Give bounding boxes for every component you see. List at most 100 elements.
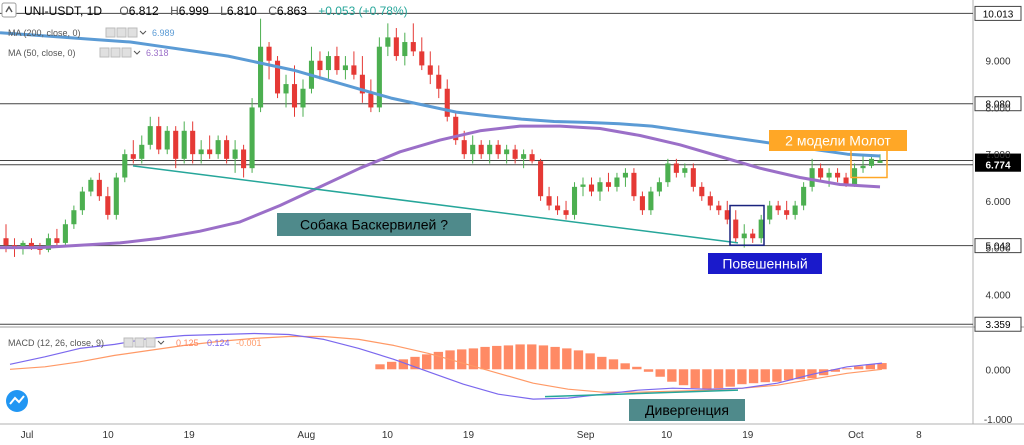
- time-axis: Jul 10 19 Aug 10 19 Sep 10 19 Oct 8: [21, 430, 923, 441]
- level-price-tag: [974, 96, 1022, 112]
- ma50-label[interactable]: MA (50, close, 0): [8, 48, 76, 58]
- macd-legend: MACD (12, 26, close, 9) 0.125 0.124 -0.0…: [8, 337, 262, 348]
- candle-body: [207, 149, 213, 155]
- candle-body: [20, 242, 26, 248]
- macd-histogram-bar: [737, 369, 747, 385]
- macd-histogram-bar: [842, 368, 852, 370]
- ma50-controls[interactable]: [99, 47, 141, 58]
- macd-histogram-bar: [387, 361, 397, 370]
- candle-body: [538, 161, 544, 197]
- time-tick-label: 19: [184, 430, 196, 441]
- macd-histogram-bar: [783, 369, 794, 381]
- support-trend-line: [132, 165, 739, 244]
- tradingview-logo-icon[interactable]: [6, 390, 28, 412]
- macd-histogram-bar: [515, 344, 525, 370]
- candle-body: [266, 46, 272, 61]
- price-tick-label: 4.000: [985, 290, 1010, 301]
- high-value: 6.999: [179, 4, 209, 18]
- macd-histogram-bar: [538, 345, 549, 370]
- candle-body: [784, 210, 790, 215]
- macd-histogram-bar: [620, 363, 630, 370]
- candle-body: [631, 172, 637, 197]
- candle-body: [639, 196, 645, 211]
- price-tick-label: 8.000: [985, 103, 1010, 114]
- chevron-down-icon[interactable]: [139, 30, 147, 35]
- candle-body: [300, 88, 306, 108]
- candle-body: [843, 177, 849, 185]
- baskerville-label-bg: [277, 213, 471, 236]
- time-tick-label: 8: [916, 430, 922, 441]
- candle-body: [546, 196, 552, 206]
- baskerville-label: Собака Баскервилей ?: [300, 217, 448, 233]
- hammer-label-bg: [769, 130, 907, 151]
- candle-body: [224, 140, 230, 159]
- chevron-down-icon[interactable]: [133, 50, 141, 55]
- settings-icon[interactable]: [110, 47, 121, 58]
- candle-body: [801, 186, 807, 206]
- close-icon[interactable]: [121, 47, 132, 58]
- macd-histogram-bar: [398, 359, 409, 370]
- candle-body: [88, 179, 94, 192]
- candle-body: [716, 205, 722, 211]
- close-icon[interactable]: [145, 337, 156, 348]
- macd-histogram-bar: [690, 369, 700, 389]
- macd-histogram-bar: [702, 369, 712, 390]
- macd-histogram-bar: [713, 369, 724, 389]
- annotations: Собака Баскервилей ? Повешенный 2 модели М…: [132, 130, 907, 274]
- eye-icon[interactable]: [123, 337, 134, 348]
- candle-body: [190, 130, 196, 155]
- level-price-tag: [974, 5, 1022, 21]
- macd-histogram-bar: [725, 369, 735, 387]
- candle-body: [707, 196, 713, 206]
- candle-body: [274, 60, 281, 94]
- macd-histogram-bar: [655, 369, 665, 377]
- candle-body: [376, 46, 382, 108]
- eye-icon[interactable]: [99, 47, 110, 58]
- candle-body: [241, 149, 247, 169]
- macd-histogram-bar: [877, 363, 887, 370]
- ma200-label[interactable]: MA (200, close, 0): [8, 28, 81, 38]
- candle-body: [173, 130, 179, 159]
- candle-body: [851, 168, 858, 185]
- time-tick-label: 10: [103, 430, 115, 441]
- close-label: C: [268, 4, 277, 18]
- candle-body: [673, 163, 679, 173]
- macd-histogram-bar: [492, 345, 502, 370]
- macd-histogram-bar: [422, 354, 432, 370]
- close-icon[interactable]: [127, 27, 138, 38]
- settings-icon[interactable]: [116, 27, 127, 38]
- collapse-toggle-icon[interactable]: [1, 2, 17, 18]
- hanged-label: Повешенный: [722, 256, 807, 272]
- macd-hist-value: 0.125: [176, 338, 199, 348]
- chevron-up-icon: [5, 5, 13, 13]
- candle-body: [130, 154, 136, 159]
- candle-body: [733, 219, 739, 239]
- close-value: 6.863: [277, 4, 307, 18]
- horizontal-levels: 10.013 8.080 6.863 6.774 5.042 3.359: [0, 5, 1022, 332]
- symbol-title: UNI-USDT, 1D: [24, 4, 102, 18]
- macd-histogram-bar: [760, 369, 770, 383]
- candle-body: [605, 182, 612, 187]
- settings-icon[interactable]: [134, 337, 145, 348]
- eye-icon[interactable]: [105, 27, 116, 38]
- candle-body: [487, 144, 493, 155]
- candle-body: [818, 168, 824, 178]
- macd-histogram-bar: [667, 369, 677, 382]
- divergence-line: [544, 389, 739, 398]
- candlestick-series: [3, 18, 883, 257]
- candle-body: [198, 149, 204, 155]
- candle-body: [461, 140, 467, 155]
- chevron-down-icon[interactable]: [157, 340, 165, 345]
- ma200-controls[interactable]: [105, 27, 147, 38]
- candle-body: [690, 168, 696, 187]
- candle-body: [495, 144, 501, 155]
- ma200-line: [0, 31, 881, 158]
- candle-body: [147, 126, 153, 145]
- candle-body: [402, 42, 408, 57]
- candle-body: [385, 37, 391, 47]
- candle-body: [453, 116, 459, 141]
- macd-label[interactable]: MACD (12, 26, close, 9): [8, 338, 104, 348]
- low-label: L: [220, 4, 227, 18]
- candle-body: [215, 140, 221, 155]
